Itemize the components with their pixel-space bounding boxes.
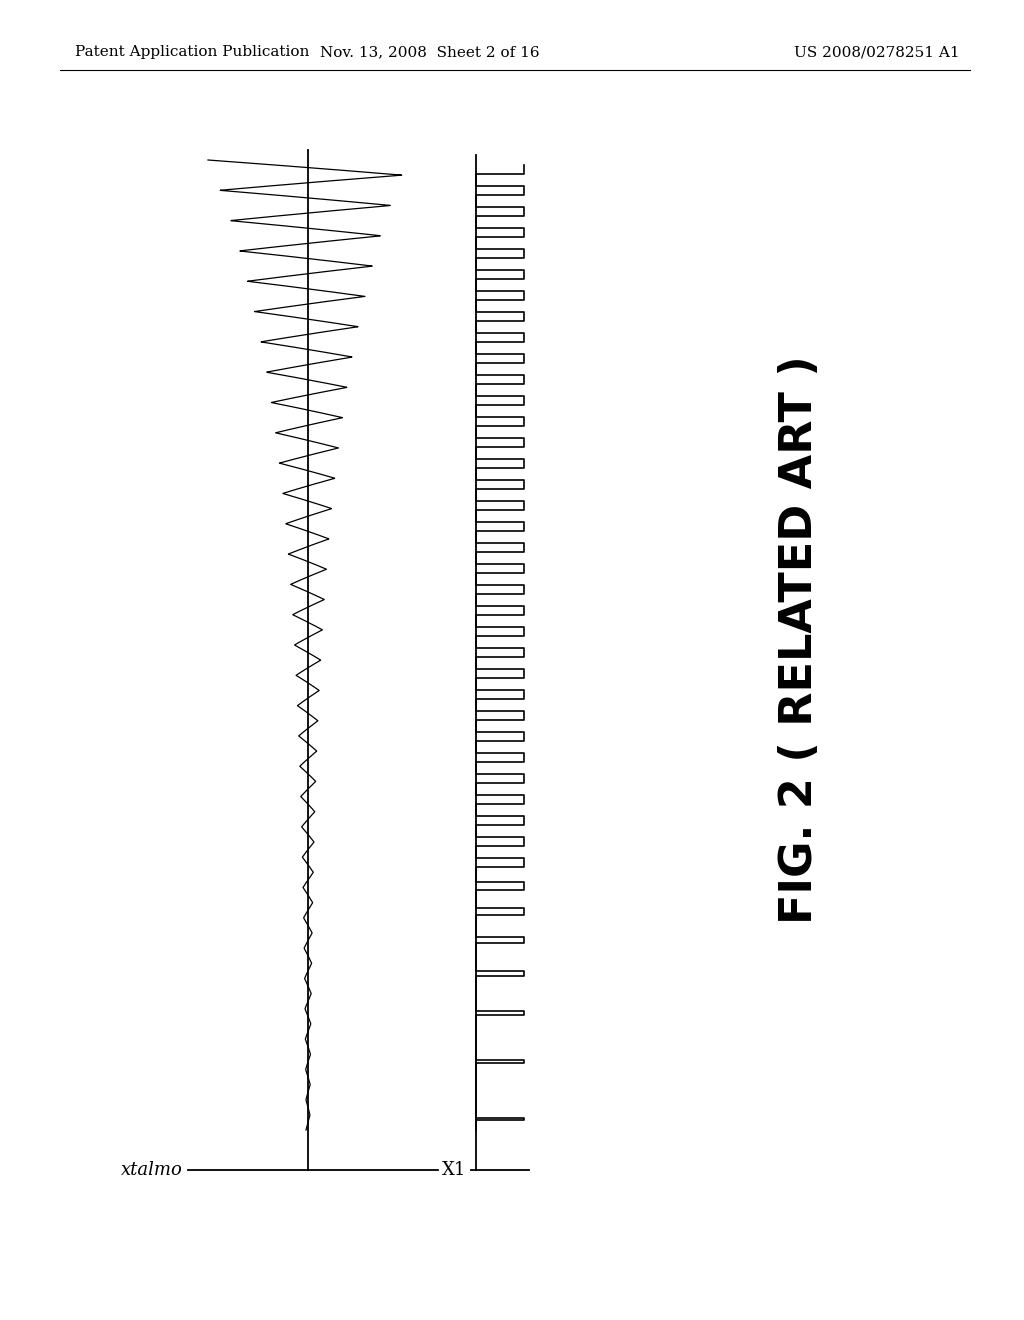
Text: xtalmo: xtalmo [121, 1162, 183, 1179]
Text: Nov. 13, 2008  Sheet 2 of 16: Nov. 13, 2008 Sheet 2 of 16 [321, 45, 540, 59]
Text: Patent Application Publication: Patent Application Publication [75, 45, 309, 59]
Text: FIG. 2 ( RELATED ART ): FIG. 2 ( RELATED ART ) [778, 355, 821, 924]
Text: X1: X1 [441, 1162, 466, 1179]
Text: US 2008/0278251 A1: US 2008/0278251 A1 [795, 45, 961, 59]
